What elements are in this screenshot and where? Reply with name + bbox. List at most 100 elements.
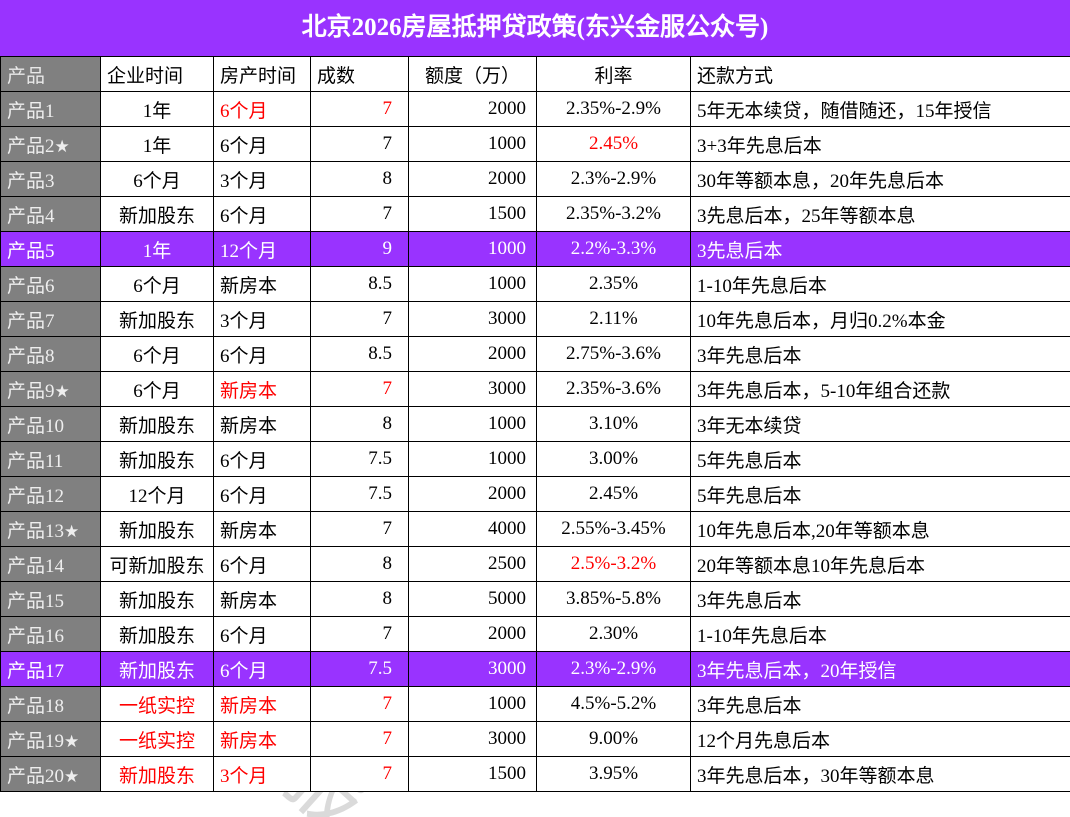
cell-amount[interactable]: 1000 [408, 406, 537, 442]
cell-rate[interactable]: 3.10% [536, 406, 691, 442]
cell-repayment[interactable]: 3年先息后本，5-10年组合还款 [690, 371, 1070, 407]
table-row[interactable]: 产品5 1年 12个月 9 1000 2.2%-3.3% 3先息后本 [0, 231, 1070, 267]
cell-enterprise-time[interactable]: 新加股东 [100, 756, 214, 792]
cell-enterprise-time[interactable]: 新加股东 [100, 581, 214, 617]
cell-property-time[interactable]: 新房本 [213, 511, 311, 547]
cell-rate[interactable]: 2.3%-2.9% [536, 651, 691, 687]
cell-ratio[interactable]: 7 [310, 686, 409, 722]
cell-amount[interactable]: 1500 [408, 196, 537, 232]
cell-amount[interactable]: 1000 [408, 441, 537, 477]
cell-repayment[interactable]: 10年先息后本,20年等额本息 [690, 511, 1070, 547]
cell-product[interactable]: 产品9★ [0, 371, 101, 407]
table-row[interactable]: 产品2★ 1年 6个月 7 1000 2.45% 3+3年先息后本 [0, 126, 1070, 162]
cell-enterprise-time[interactable]: 新加股东 [100, 441, 214, 477]
cell-amount[interactable]: 1000 [408, 126, 537, 162]
table-row[interactable]: 产品12 12个月 6个月 7.5 2000 2.45% 5年先息后本 [0, 476, 1070, 512]
cell-repayment[interactable]: 3年先息后本，20年授信 [690, 651, 1070, 687]
cell-enterprise-time[interactable]: 新加股东 [100, 511, 214, 547]
table-row[interactable]: 产品15 新加股东 新房本 8 5000 3.85%-5.8% 3年先息后本 [0, 581, 1070, 617]
cell-enterprise-time[interactable]: 1年 [100, 126, 214, 162]
table-row[interactable]: 产品13★ 新加股东 新房本 7 4000 2.55%-3.45% 10年先息后本,20年等… [0, 511, 1070, 547]
cell-ratio[interactable]: 7 [310, 126, 409, 162]
table-row[interactable]: 产品10 新加股东 新房本 8 1000 3.10% 3年无本续贷 [0, 406, 1070, 442]
cell-repayment[interactable]: 3先息后本 [690, 231, 1070, 267]
cell-ratio[interactable]: 8 [310, 406, 409, 442]
cell-rate[interactable]: 3.95% [536, 756, 691, 792]
cell-enterprise-time[interactable]: 新加股东 [100, 406, 214, 442]
table-row[interactable]: 产品1 1年 6个月 7 2000 2.35%-2.9% 5年无本续贷，随借随还，15年授信 [0, 91, 1070, 127]
cell-amount[interactable]: 2500 [408, 546, 537, 582]
cell-product[interactable]: 产品6 [0, 266, 101, 302]
cell-amount[interactable]: 1500 [408, 756, 537, 792]
cell-amount[interactable]: 2000 [408, 336, 537, 372]
cell-ratio[interactable]: 7.5 [310, 651, 409, 687]
cell-rate[interactable]: 2.75%-3.6% [536, 336, 691, 372]
cell-product[interactable]: 产品14 [0, 546, 101, 582]
cell-rate[interactable]: 2.55%-3.45% [536, 511, 691, 547]
cell-enterprise-time[interactable]: 6个月 [100, 266, 214, 302]
cell-rate[interactable]: 3.85%-5.8% [536, 581, 691, 617]
cell-property-time[interactable]: 新房本 [213, 686, 311, 722]
cell-product[interactable]: 产品8 [0, 336, 101, 372]
cell-rate[interactable]: 2.45% [536, 476, 691, 512]
cell-repayment[interactable]: 30年等额本息，20年先息后本 [690, 161, 1070, 197]
cell-rate[interactable]: 2.35% [536, 266, 691, 302]
table-row[interactable]: 产品3 6个月 3个月 8 2000 2.3%-2.9% 30年等额本息，20年先息后本 [0, 161, 1070, 197]
cell-property-time[interactable]: 6个月 [213, 476, 311, 512]
cell-ratio[interactable]: 7.5 [310, 476, 409, 512]
cell-property-time[interactable]: 6个月 [213, 651, 311, 687]
cell-rate[interactable]: 2.35%-2.9% [536, 91, 691, 127]
cell-enterprise-time[interactable]: 6个月 [100, 371, 214, 407]
cell-amount[interactable]: 2000 [408, 91, 537, 127]
cell-amount[interactable]: 3000 [408, 721, 537, 757]
cell-rate[interactable]: 2.35%-3.2% [536, 196, 691, 232]
cell-property-time[interactable]: 新房本 [213, 721, 311, 757]
cell-product[interactable]: 产品16 [0, 616, 101, 652]
cell-product[interactable]: 产品1 [0, 91, 101, 127]
cell-product[interactable]: 产品10 [0, 406, 101, 442]
cell-amount[interactable]: 1000 [408, 266, 537, 302]
cell-enterprise-time[interactable]: 6个月 [100, 336, 214, 372]
cell-property-time[interactable]: 新房本 [213, 266, 311, 302]
cell-property-time[interactable]: 3个月 [213, 301, 311, 337]
table-row[interactable]: 产品17 新加股东 6个月 7.5 3000 2.3%-2.9% 3年先息后本，20年授信 [0, 651, 1070, 687]
table-row[interactable]: 产品11 新加股东 6个月 7.5 1000 3.00% 5年先息后本 [0, 441, 1070, 477]
cell-rate[interactable]: 2.2%-3.3% [536, 231, 691, 267]
cell-product[interactable]: 产品2★ [0, 126, 101, 162]
cell-enterprise-time[interactable]: 新加股东 [100, 616, 214, 652]
cell-property-time[interactable]: 3个月 [213, 756, 311, 792]
cell-property-time[interactable]: 12个月 [213, 231, 311, 267]
cell-repayment[interactable]: 10年先息后本，月归0.2%本金 [690, 301, 1070, 337]
cell-ratio[interactable]: 8 [310, 546, 409, 582]
cell-rate[interactable]: 9.00% [536, 721, 691, 757]
cell-ratio[interactable]: 7 [310, 616, 409, 652]
cell-amount[interactable]: 3000 [408, 371, 537, 407]
cell-enterprise-time[interactable]: 1年 [100, 231, 214, 267]
cell-enterprise-time[interactable]: 新加股东 [100, 196, 214, 232]
cell-property-time[interactable]: 6个月 [213, 616, 311, 652]
cell-property-time[interactable]: 6个月 [213, 196, 311, 232]
table-row[interactable]: 产品16 新加股东 6个月 7 2000 2.30% 1-10年先息后本 [0, 616, 1070, 652]
cell-enterprise-time[interactable]: 一纸实控 [100, 686, 214, 722]
cell-property-time[interactable]: 6个月 [213, 441, 311, 477]
cell-product[interactable]: 产品19★ [0, 721, 101, 757]
cell-amount[interactable]: 3000 [408, 651, 537, 687]
cell-rate[interactable]: 2.30% [536, 616, 691, 652]
cell-amount[interactable]: 2000 [408, 161, 537, 197]
cell-property-time[interactable]: 新房本 [213, 406, 311, 442]
cell-ratio[interactable]: 7 [310, 756, 409, 792]
cell-ratio[interactable]: 7 [310, 371, 409, 407]
cell-repayment[interactable]: 20年等额本息10年先息后本 [690, 546, 1070, 582]
cell-repayment[interactable]: 3年先息后本，30年等额本息 [690, 756, 1070, 792]
cell-ratio[interactable]: 7 [310, 721, 409, 757]
cell-product[interactable]: 产品4 [0, 196, 101, 232]
cell-property-time[interactable]: 6个月 [213, 336, 311, 372]
cell-ratio[interactable]: 7 [310, 91, 409, 127]
cell-ratio[interactable]: 7.5 [310, 441, 409, 477]
cell-product[interactable]: 产品20★ [0, 756, 101, 792]
cell-property-time[interactable]: 3个月 [213, 161, 311, 197]
cell-enterprise-time[interactable]: 新加股东 [100, 651, 214, 687]
table-row[interactable]: 产品18 一纸实控 新房本 7 1000 4.5%-5.2% 3年先息后本 [0, 686, 1070, 722]
cell-enterprise-time[interactable]: 一纸实控 [100, 721, 214, 757]
cell-ratio[interactable]: 8.5 [310, 336, 409, 372]
